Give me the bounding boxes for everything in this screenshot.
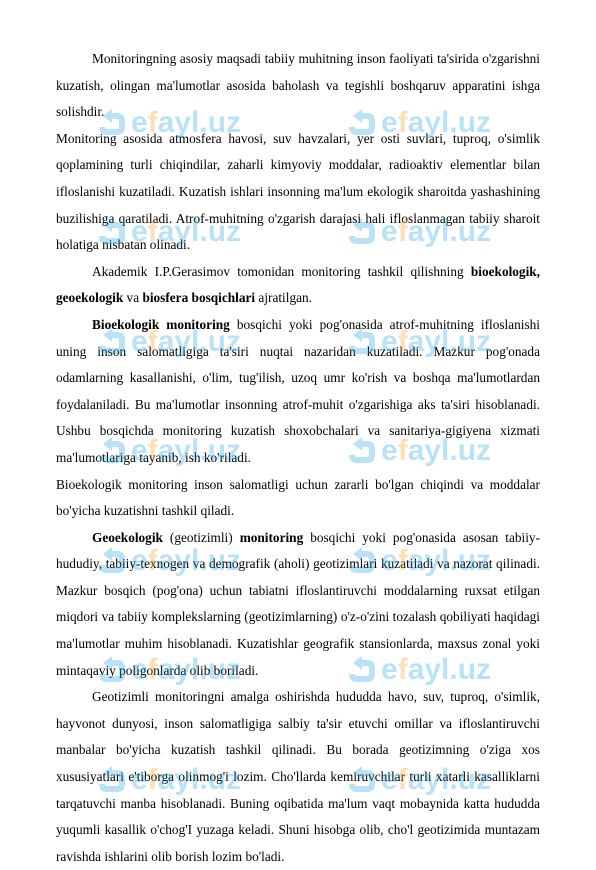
paragraph-7: Geotizimli monitoringni amalga oshirishd… [56, 684, 540, 870]
p3-run-a: Akademik I.P.Gerasimov tomonidan monitor… [92, 264, 471, 279]
p6-bold-1: Geoekologik [92, 530, 163, 545]
paragraph-1: Monitoringning asosiy maqsadi tabiiy muh… [56, 46, 540, 126]
p3-bold-2: biosfera bosqichlari [142, 290, 255, 305]
paragraph-5: Bioekologik monitoring inson salomatligi… [56, 472, 540, 525]
paragraph-6: Geoekologik (geotizimli) monitoring bosq… [56, 525, 540, 685]
paragraph-3: Akademik I.P.Gerasimov tomonidan monitor… [56, 259, 540, 312]
p4-bold: Bioekologik monitoring [92, 317, 230, 332]
p4-run: bosqichi yoki pog'onasida atrof-muhitnin… [56, 317, 540, 465]
paragraph-2: Monitoring asosida atmosfera havosi, suv… [56, 126, 540, 259]
p3-run-d: ajratilgan. [255, 290, 312, 305]
p6-run-c: bosqichi yoki pog'onasida asosan tabiiy-… [56, 530, 540, 678]
paragraph-4: Bioekologik monitoring bosqichi yoki pog… [56, 312, 540, 472]
p6-bold-2: monitoring [240, 530, 304, 545]
p6-run-a: (geotizimli) [163, 530, 240, 545]
document-page: Monitoringning asosiy maqsadi tabiiy muh… [0, 0, 596, 843]
p3-run-c: va [123, 290, 142, 305]
